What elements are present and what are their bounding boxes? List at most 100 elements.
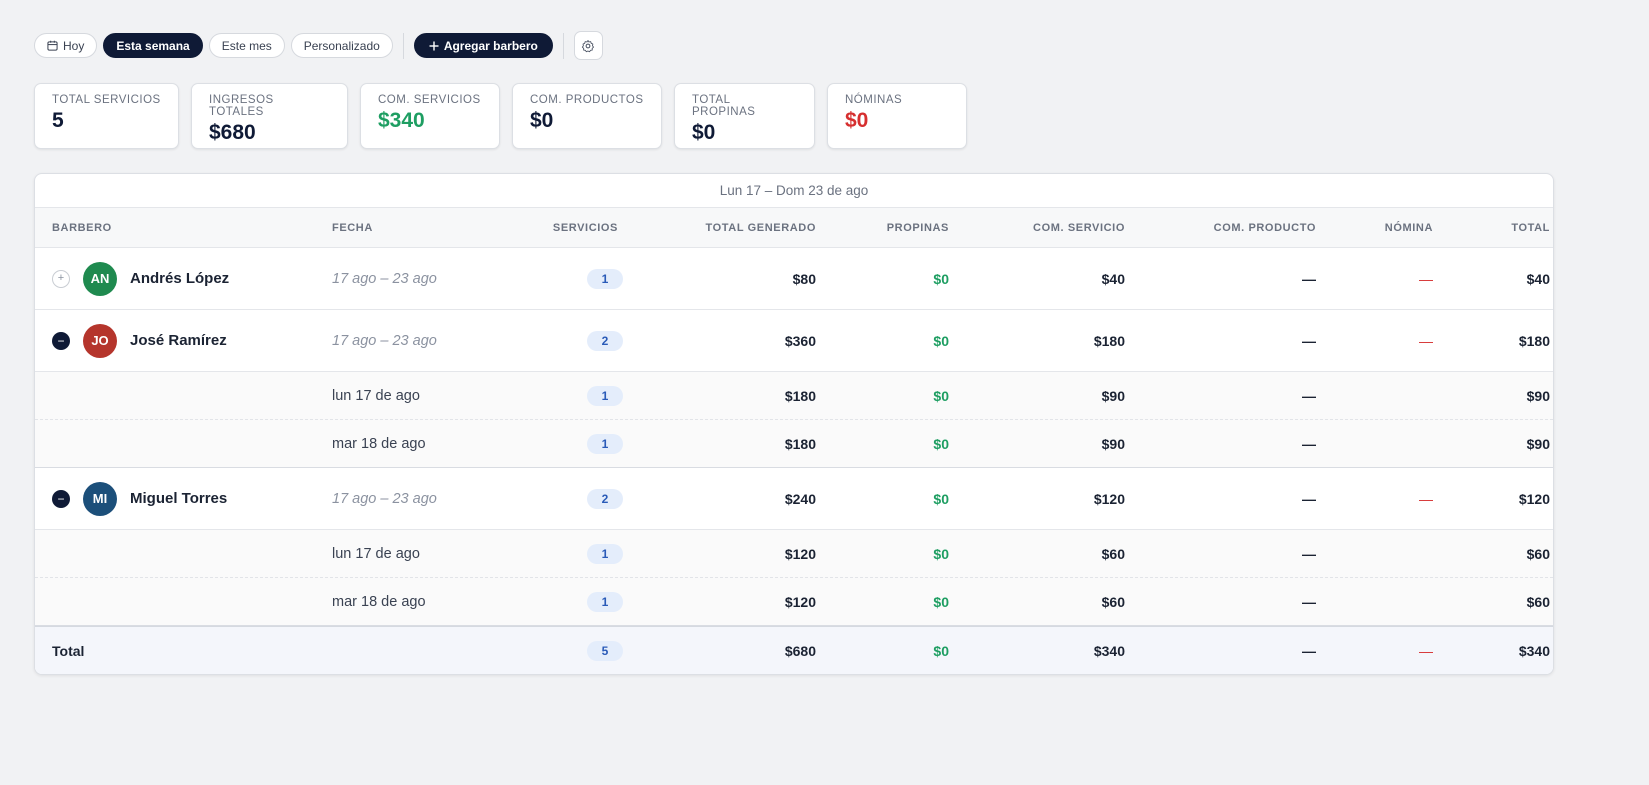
services-cell: 2	[485, 330, 635, 351]
col-header-total-generated: TOTAL GENERADO	[705, 221, 816, 234]
settings-button[interactable]	[573, 31, 603, 60]
services-cell: 2	[485, 488, 635, 509]
totals-service-commission: $340	[1093, 642, 1125, 659]
kpi-service-commissions: COM. SERVICIOS $340	[360, 83, 500, 149]
day-total: $60	[1526, 545, 1550, 562]
day-product-commission: —	[1302, 435, 1316, 452]
filter-this-week-label: Esta semana	[116, 38, 190, 53]
day-date: mar 18 de ago	[332, 594, 426, 610]
day-service-commission: $90	[1101, 435, 1125, 452]
kpi-value: $680	[209, 121, 256, 144]
kpi-value: $0	[530, 109, 554, 132]
service-commission: $120	[1093, 490, 1125, 507]
avatar: JO	[83, 323, 117, 358]
tips: $0	[933, 270, 949, 287]
col-header-service-commission: COM. SERVICIO	[1033, 221, 1125, 234]
totals-row: Total 5 $680 $0 $340 — — $340	[35, 626, 1553, 674]
day-row: lun 17 de ago 1 $180 $0 $90 — $90	[35, 372, 1553, 420]
filter-today-button[interactable]: Hoy	[34, 33, 98, 58]
services-cell: 1	[485, 591, 635, 612]
collapse-icon[interactable]: −	[52, 489, 70, 508]
day-tips: $0	[933, 387, 949, 404]
table-body: + AN Andrés López 17 ago – 23 ago 1 $80 $0 $40 —…	[35, 248, 1553, 626]
totals-total: $340	[1518, 642, 1550, 659]
filter-custom-button[interactable]: Personalizado	[290, 33, 393, 58]
barber-cell: − JO José Ramírez	[35, 323, 315, 358]
totals-tips: $0	[933, 642, 949, 659]
add-barber-button[interactable]: Agregar barbero	[413, 33, 553, 58]
services-badge: 2	[587, 330, 623, 351]
date-range: 17 ago – 23 ago	[332, 491, 437, 507]
kpi-value: $340	[378, 109, 425, 132]
day-service-commission: $90	[1101, 387, 1125, 404]
kpi-total-tips: TOTAL PROPINAS $0	[674, 83, 815, 149]
col-header-barber: BARBERO	[52, 221, 112, 234]
col-header-payroll: NÓMINA	[1384, 221, 1433, 234]
kpi-total-income: INGRESOS TOTALES $680	[191, 83, 348, 149]
day-product-commission: —	[1302, 545, 1316, 562]
day-date-cell: lun 17 de ago	[315, 387, 485, 404]
date-cell: 17 ago – 23 ago	[315, 270, 485, 287]
kpi-label: TOTAL SERVICIOS	[52, 94, 161, 106]
services-cell: 1	[485, 385, 635, 406]
day-date: mar 18 de ago	[332, 436, 426, 452]
barber-row[interactable]: + AN Andrés López 17 ago – 23 ago 1 $80 $0 $40 —…	[35, 248, 1553, 310]
barber-cell: − MI Miguel Torres	[35, 481, 315, 516]
toolbar: Hoy Esta semana Este mes Personalizado A…	[34, 31, 603, 60]
barber-row[interactable]: − MI Miguel Torres 17 ago – 23 ago 2 $240 $0 $1…	[35, 468, 1553, 530]
total-generated: $360	[784, 332, 816, 349]
day-generated: $180	[784, 435, 816, 452]
kpi-label: COM. SERVICIOS	[378, 94, 481, 106]
total-generated: $80	[792, 270, 816, 287]
filter-today-label: Hoy	[63, 38, 85, 53]
kpi-label: TOTAL PROPINAS	[692, 94, 756, 118]
product-commission: —	[1302, 270, 1316, 287]
day-total: $90	[1526, 387, 1550, 404]
calendar-icon	[47, 40, 58, 51]
kpi-payroll: NÓMINAS $0	[827, 83, 967, 149]
services-cell: 1	[485, 543, 635, 564]
date-range: 17 ago – 23 ago	[332, 271, 437, 287]
collapse-icon[interactable]: −	[52, 331, 70, 350]
toolbar-divider	[402, 32, 404, 59]
plus-icon	[429, 41, 439, 50]
product-commission: —	[1302, 332, 1316, 349]
day-row: mar 18 de ago 1 $180 $0 $90 — $90	[35, 420, 1553, 468]
payroll: —	[1419, 490, 1433, 507]
kpi-label: COM. PRODUCTOS	[530, 94, 644, 106]
expand-icon[interactable]: +	[52, 269, 70, 288]
day-date: lun 17 de ago	[332, 546, 420, 562]
barber-row[interactable]: − JO José Ramírez 17 ago – 23 ago 2 $360 $0 $18…	[35, 310, 1553, 372]
avatar: MI	[83, 481, 117, 516]
gear-icon	[582, 39, 595, 52]
date-range: 17 ago – 23 ago	[332, 333, 437, 349]
filter-this-month-button[interactable]: Este mes	[208, 33, 285, 58]
day-tips: $0	[933, 435, 949, 452]
payroll: —	[1419, 332, 1433, 349]
day-row: mar 18 de ago 1 $120 $0 $60 — $60	[35, 578, 1553, 626]
service-commission: $180	[1093, 332, 1125, 349]
day-generated: $180	[784, 387, 816, 404]
kpi-value: $0	[692, 121, 716, 144]
day-total: $90	[1526, 435, 1550, 452]
filter-this-month-label: Este mes	[221, 38, 272, 53]
col-header-product-commission: COM. PRODUCTO	[1213, 221, 1316, 234]
day-tips: $0	[933, 545, 949, 562]
kpi-cards: TOTAL SERVICIOS 5 INGRESOS TOTALES $680 …	[34, 83, 967, 149]
day-date-cell: mar 18 de ago	[315, 593, 485, 610]
day-generated: $120	[784, 545, 816, 562]
day-date-cell: lun 17 de ago	[315, 545, 485, 562]
services-badge: 5	[587, 640, 623, 661]
kpi-value: 5	[52, 109, 64, 132]
totals-generated: $680	[784, 642, 816, 659]
services-badge: 1	[587, 433, 623, 454]
services-badge: 1	[587, 543, 623, 564]
commissions-table: Lun 17 – Dom 23 de ago BARBERO FECHA SER…	[34, 173, 1554, 675]
avatar: AN	[83, 261, 117, 296]
filter-this-week-button[interactable]: Esta semana	[103, 33, 203, 58]
product-commission: —	[1302, 490, 1316, 507]
totals-label: Total	[52, 642, 85, 659]
date-cell: 17 ago – 23 ago	[315, 490, 485, 507]
row-total: $40	[1526, 270, 1550, 287]
day-service-commission: $60	[1101, 545, 1125, 562]
